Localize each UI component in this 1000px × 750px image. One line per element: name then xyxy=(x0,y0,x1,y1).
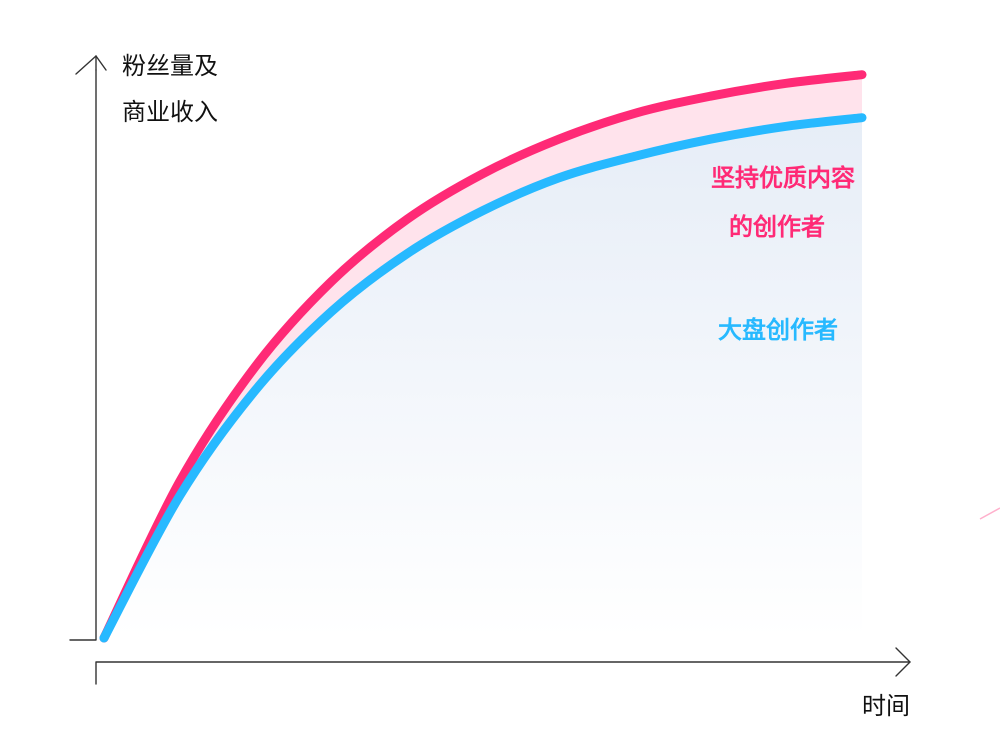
xlabel: 时间 xyxy=(862,692,910,720)
series-label-market: 大盘创作者 xyxy=(718,316,838,344)
y-axis-arrow xyxy=(75,55,107,75)
fill-under-lower-series xyxy=(104,117,862,638)
decorative-stroke xyxy=(979,507,1000,520)
x-axis-line xyxy=(95,661,911,685)
y-axis-line xyxy=(69,69,97,641)
x-axis-arrow xyxy=(895,647,911,677)
series-label-quality-line-2: 的创作者 xyxy=(729,213,825,241)
series-line-market-creators xyxy=(99,113,867,643)
series-line-quality-creators xyxy=(99,70,867,643)
fill-between-series xyxy=(104,74,862,638)
ylabel-line-1: 粉丝量及 xyxy=(122,52,218,80)
ylabel-line-2: 商业收入 xyxy=(122,98,218,126)
series-label-quality-line-1: 坚持优质内容 xyxy=(711,164,855,192)
